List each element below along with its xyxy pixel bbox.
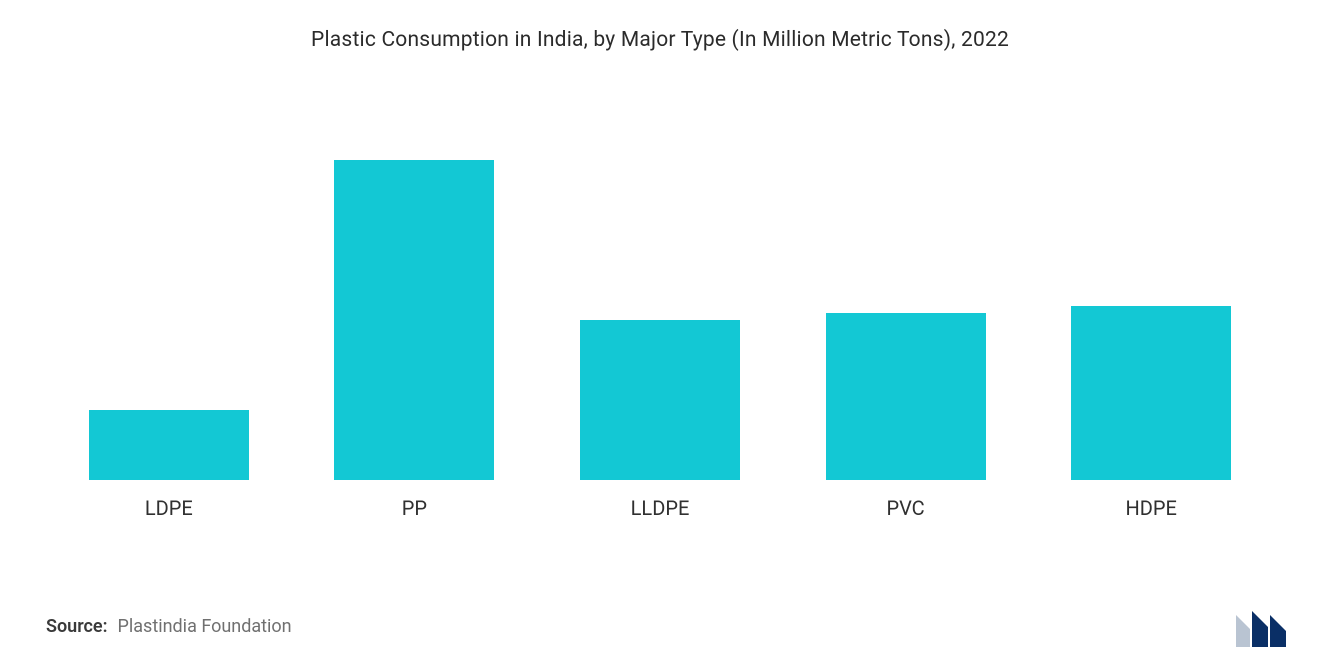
bar-2 [580,320,740,480]
chart-container: Plastic Consumption in India, by Major T… [0,0,1320,665]
category-3: PVC [783,313,1029,520]
category-4: HDPE [1028,306,1274,520]
xlabel-4: HDPE [1125,496,1176,520]
chart-title: Plastic Consumption in India, by Major T… [46,28,1274,52]
category-2: LLDPE [537,320,783,520]
category-0: LDPE [46,410,292,520]
bar-4 [1071,306,1231,480]
bar-1 [334,160,494,480]
category-1: PP [292,160,538,520]
plot-area: LDPE PP LLDPE PVC HDPE [46,88,1274,520]
xlabel-3: PVC [886,496,924,520]
bar-0 [89,410,249,480]
xlabel-1: PP [402,496,427,520]
bar-row: LDPE PP LLDPE PVC HDPE [46,88,1274,520]
xlabel-0: LDPE [145,496,193,520]
source-value: Plastindia Foundation [118,616,292,637]
source-footer: Source: Plastindia Foundation [46,616,292,637]
xlabel-2: LLDPE [631,496,690,520]
brand-logo-icon [1234,609,1296,653]
bar-3 [826,313,986,480]
source-label: Source: [46,616,108,637]
